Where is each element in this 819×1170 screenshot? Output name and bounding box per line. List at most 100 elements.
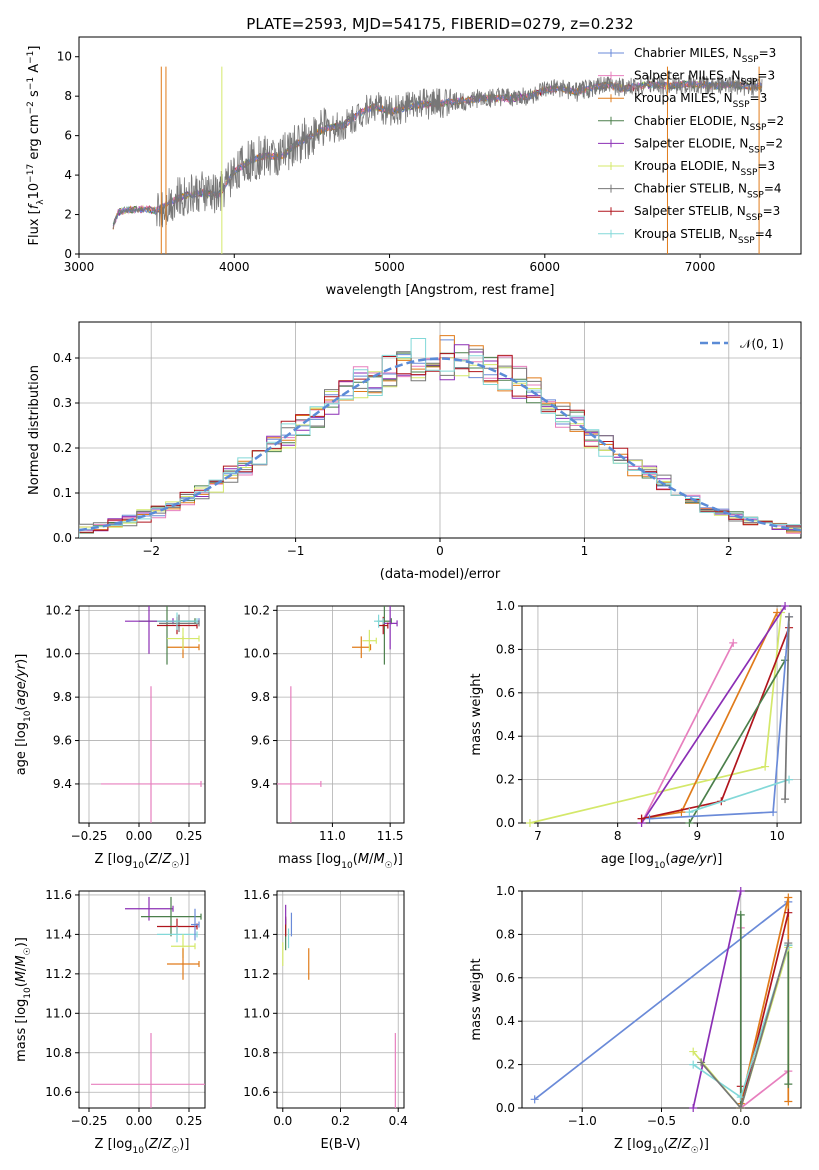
ebv_mass-xlabel: E(B-V) [320, 1137, 360, 1152]
age_weight-ytick-label: 0.0 [496, 816, 515, 830]
z_weight-ylabel: mass weight [469, 958, 484, 1040]
residuals-xtick-label: −1 [287, 544, 305, 558]
spectrum-legend-entry: Chabrier MILES, NSSP=3 [634, 46, 776, 65]
z_mass-xtick-label: 0.00 [126, 1114, 153, 1128]
age_weight-marker [785, 775, 794, 784]
ebv_mass-xtick-label: 0.0 [273, 1114, 292, 1128]
spectrum-ytick-label: 4 [64, 168, 72, 182]
age_weight-series-chabrier_stelib [784, 616, 790, 800]
z_age-point-kroupa_elodie [167, 627, 200, 650]
age_weight-marker [637, 814, 646, 823]
z_weight-marker [689, 1060, 698, 1069]
residuals-ytick-label: 0.1 [53, 486, 72, 500]
age_weight-series-chabrier_elodie [688, 659, 786, 823]
z_weight-xtick-label: 0.0 [731, 1114, 750, 1128]
ebv_mass-xtick-label: 0.4 [389, 1114, 408, 1128]
z_weight-marker [736, 1104, 745, 1112]
residuals-legend-label: 𝒩(0, 1) [740, 337, 784, 351]
spectrum-legend: Chabrier MILES, NSSP=3 Salpeter MILES, NS… [598, 46, 784, 246]
age_weight-marker [769, 808, 778, 817]
age_weight-marker [525, 819, 534, 827]
residuals-ytick-label: 0.0 [53, 531, 72, 545]
mass_age-xlabel: mass [log10(M/M☉)] [278, 852, 403, 871]
ebv_mass-ytick-label: 11.0 [243, 1006, 270, 1020]
z_weight-series-salpeter_stelib [739, 912, 790, 1108]
spectrum-xtick-label: 7000 [685, 260, 716, 274]
spectrum-ytick-label: 2 [64, 208, 72, 222]
z_weight-marker [784, 893, 793, 902]
z_weight-ytick-label: 0.4 [496, 1014, 515, 1028]
z_mass-ytick-label: 11.0 [45, 1006, 72, 1020]
spectrum-observed-line [112, 75, 763, 230]
spectrum-legend-entry: Salpeter STELIB, NSSP=3 [634, 204, 780, 223]
mass_age-ytick-label: 9.4 [251, 777, 270, 791]
age_weight-series-kroupa_stelib [689, 778, 790, 813]
z_weight-marker [784, 908, 793, 917]
z_weight-marker [784, 1097, 793, 1106]
spectrum-xtick-label: 3000 [64, 260, 95, 274]
mass_age-ytick-label: 10.2 [243, 603, 270, 617]
z_weight-marker [784, 1080, 793, 1089]
residuals-frame [78, 321, 802, 539]
z_mass-ytick-label: 11.6 [45, 888, 72, 902]
z_weight-series-chabrier_stelib [700, 942, 790, 1108]
age_weight-series-chabrier_miles [649, 616, 790, 820]
age_weight-ytick-label: 0.2 [496, 773, 515, 787]
z_mass-ytick-label: 11.4 [45, 927, 72, 941]
spectrum-xtick-label: 6000 [530, 260, 561, 274]
age_weight-marker [685, 819, 694, 827]
residuals-axes: −2 −1 0 1 2 0.0 0.1 0.2 0.3 0.4 [53, 321, 802, 558]
spectrum-legend-entry: Chabrier ELODIE, NSSP=2 [634, 114, 784, 133]
residuals-ytick-label: 0.3 [53, 396, 72, 410]
z_mass-xtick-label: −0.25 [71, 1114, 108, 1128]
spectrum-ylabel: Flux [fλ10−17 erg cm−2 s−1 A−1] [26, 46, 46, 246]
age_weight-xlabel: age [log10(age/yr)] [601, 852, 723, 871]
mass_age-point-kroupa_stelib [373, 614, 384, 628]
z_weight-ytick-label: 0.8 [496, 927, 515, 941]
ebv_mass-frame [276, 890, 405, 1109]
residuals-xtick-label: 1 [581, 544, 589, 558]
age_weight-xtick-label: 7 [534, 829, 542, 843]
z_weight-marker [736, 887, 745, 895]
z_weight-marker [530, 1095, 539, 1104]
spectrum-xlabel: wavelength [Angstrom, rest frame] [326, 283, 555, 298]
z_age-ytick-label: 9.8 [53, 690, 72, 704]
mass_age-xtick-label: 11.5 [377, 829, 404, 843]
z_mass-point-salpeter_miles [91, 1033, 205, 1108]
age_weight-frame [521, 605, 802, 824]
ebv_mass-xtick-label: 0.2 [331, 1114, 350, 1128]
z_weight-ytick-label: 1.0 [496, 884, 515, 898]
residuals-xtick-label: −2 [142, 544, 160, 558]
mass_age-point-salpeter_elodie [383, 606, 398, 650]
ebv_mass-ytick-label: 11.4 [243, 927, 270, 941]
age_weight-marker [685, 808, 694, 817]
z_weight-ytick-label: 0.0 [496, 1101, 515, 1115]
age_weight-series-salpeter_elodie [640, 606, 786, 823]
z_mass-point-chabrier_miles [191, 908, 200, 941]
z_weight-marker [784, 939, 793, 948]
age_weight-xtick-label: 8 [614, 829, 622, 843]
age_weight-marker [785, 612, 794, 621]
residuals-xtick-label: 2 [725, 544, 733, 558]
spectrum-ytick-label: 10 [57, 50, 72, 64]
spectrum-xtick-label: 4000 [219, 260, 250, 274]
figure-title: PLATE=2593, MJD=54175, FIBERID=0279, z=0… [246, 15, 633, 33]
z_weight-marker [697, 1058, 706, 1067]
age_weight-ytick-label: 1.0 [496, 599, 515, 613]
z_mass-frame [78, 890, 206, 1109]
z_age-point-salpeter_miles [101, 686, 202, 823]
spectrum-legend-entry: Salpeter MILES, NSSP=3 [634, 69, 775, 88]
z_weight-marker [736, 910, 745, 919]
spectrum-ytick-label: 8 [64, 89, 72, 103]
z_age-xlabel: Z [log10(Z/Z☉)] [95, 852, 190, 871]
age_weight-xtick-label: 9 [694, 829, 702, 843]
age_weight-marker [761, 762, 770, 771]
z_weight-xtick-label: −1.0 [568, 1114, 597, 1128]
z_age-xtick-label: 0.25 [176, 829, 203, 843]
z_age-xtick-label: −0.25 [71, 829, 108, 843]
residuals-histogram-kroupa_stelib [79, 338, 801, 538]
mass_age-point-kroupa_elodie [362, 629, 377, 652]
mass_age-axes: 11.0 11.5 9.4 9.6 9.8 10.0 10.2 [243, 603, 405, 843]
age_weight-xtick-label: 10 [769, 829, 784, 843]
